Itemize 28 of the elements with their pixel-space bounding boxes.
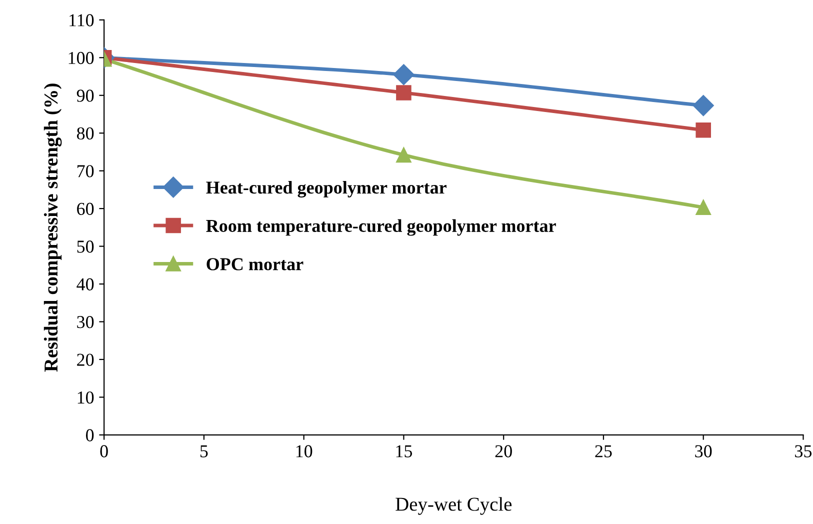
y-tick-label: 100 [68, 52, 94, 64]
y-tick-label: 10 [78, 391, 94, 404]
y-tick-label: 0 [86, 429, 94, 442]
point [696, 200, 711, 216]
x-tick-label: 25 [595, 445, 612, 458]
x-tick-label: 20 [495, 445, 512, 458]
y-tick-label: 110 [70, 14, 94, 26]
y-tick-label: 50 [77, 240, 94, 253]
y-tick-label: 40 [76, 278, 94, 290]
y-tick-label: 20 [77, 354, 94, 366]
x-tick-label: 5 [200, 445, 208, 458]
x-tick-label: 35 [795, 445, 812, 458]
y-tick-label: 30 [77, 316, 94, 328]
x-tick-label: 15 [396, 445, 412, 458]
x-tick-label: 0 [100, 445, 108, 458]
x-tick-label: 10 [296, 445, 312, 458]
point [696, 122, 711, 138]
y-axis-title: Residual compressive strength (%) [44, 84, 62, 372]
y-tick-label: 60 [77, 202, 94, 215]
x-axis-title: Dey-wet Cycle [396, 497, 512, 515]
y-tick-label: 70 [77, 165, 94, 178]
legend-label: OPC mortar [206, 258, 304, 270]
point [692, 95, 714, 116]
legend-label: Heat-cured geopolymer mortar [206, 180, 446, 198]
y-tick-label: 90 [76, 90, 94, 102]
y-tick-label: 80 [76, 127, 94, 140]
x-tick-label: 30 [695, 445, 712, 458]
legend-label: Room temperature-cured geopolymer mortar [206, 219, 556, 236]
